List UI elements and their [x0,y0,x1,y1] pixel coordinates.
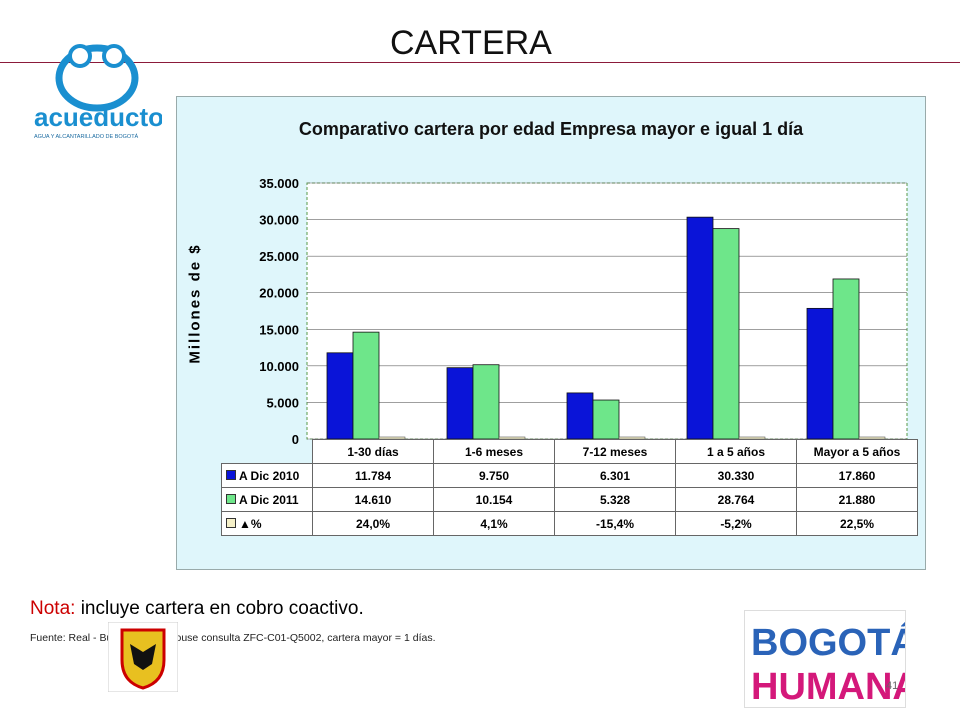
data-label: 4,1% [433,511,555,536]
logo-subtext: AGUA Y ALCANTARILLADO DE BOGOTÁ [34,133,139,140]
data-label: 30.330 [675,463,797,488]
chart-title: Comparativo cartera por edad Empresa may… [298,119,804,139]
y-tick-label: 25.000 [259,249,299,264]
title-divider [0,62,960,63]
data-label: 17.860 [796,463,918,488]
category-label: 1 a 5 años [675,439,797,464]
note-label: Nota: [30,598,76,619]
data-label: 6.301 [554,463,676,488]
table-row-2011: A Dic 2011 14.610 10.154 5.328 28.764 21… [221,487,918,512]
source-text: Fuente: Real - Business Warehouse consul… [30,632,436,644]
bar [832,278,860,440]
y-tick-label: 15.000 [259,322,299,337]
table-header-row: 1-30 días 1-6 meses 7-12 meses 1 a 5 año… [222,439,918,464]
y-tick-label: 5.000 [266,395,299,410]
legend-2010: A Dic 2010 [221,463,313,488]
bogota-crest-logo [108,622,178,692]
bar [592,399,620,440]
data-label: 11.784 [312,463,434,488]
bar [446,367,474,440]
acueducto-logo: acueducto AGUA Y ALCANTARILLADO DE BOGOT… [34,44,162,140]
category-label: Mayor a 5 años [796,439,918,464]
bar [472,364,500,440]
bar [566,392,594,440]
bar [806,307,834,440]
y-tick-label: 10.000 [259,359,299,374]
brand-line1: BOGOTÁ [751,620,906,664]
data-label: 10.154 [433,487,555,512]
data-label: 22,5% [796,511,918,536]
bar [352,331,380,440]
note: Nota: incluye cartera en cobro coactivo. [30,598,364,620]
logo-text: acueducto [34,102,162,132]
data-label: 28.764 [675,487,797,512]
note-text: incluye cartera en cobro coactivo. [75,598,364,619]
legend-2011: A Dic 2011 [221,487,313,512]
category-label: 1-30 días [312,439,434,464]
data-label: 21.880 [796,487,918,512]
page-title: CARTERA [390,24,552,62]
bar-plot: 35.000 30.000 25.000 20.000 15.000 10.000 5.00… [259,176,908,447]
brand-line2: HUMANA [751,666,906,708]
chart-panel: Comparativo cartera por edad Empresa may… [176,96,926,570]
y-tick-label: 30.000 [259,213,299,228]
table-row-change: ▲% 24,0% 4,1% -15,4% -5,2% 22,5% [221,511,918,536]
y-tick-label: 20.000 [259,286,299,301]
bar [686,216,714,440]
table-row-2010: A Dic 2010 11.784 9.750 6.301 30.330 17.… [221,463,918,488]
data-label: -5,2% [675,511,797,536]
y-tick-label: 0 [292,432,299,447]
data-table: 1-30 días 1-6 meses 7-12 meses 1 a 5 año… [221,439,918,536]
data-label: 24,0% [312,511,434,536]
category-label: 7-12 meses [554,439,676,464]
legend-change: ▲% [221,511,313,536]
data-label: 9.750 [433,463,555,488]
bar [712,228,740,440]
data-label: 14.610 [312,487,434,512]
y-tick-label: 35.000 [259,176,299,191]
bar [326,352,354,440]
data-label: 5.328 [554,487,676,512]
category-label: 1-6 meses [433,439,555,464]
data-label: -15,4% [554,511,676,536]
page-number: 41 [886,680,899,692]
bogota-humana-logo: BOGOTÁ HUMANA [744,610,906,708]
